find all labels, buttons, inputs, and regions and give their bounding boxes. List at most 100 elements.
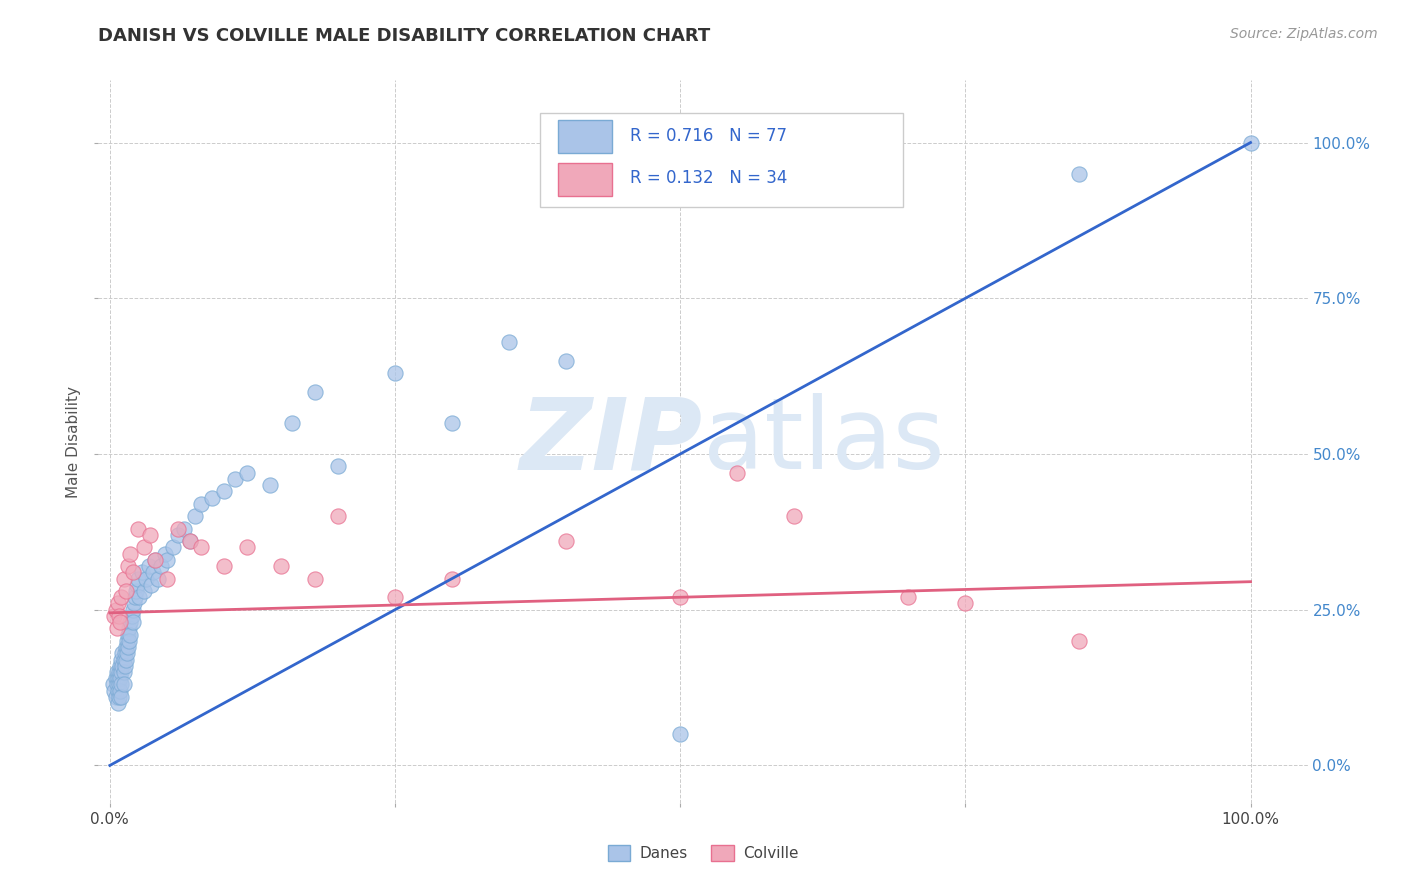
Point	[184, 509, 207, 524]
Point	[259, 478, 281, 492]
Point	[955, 597, 977, 611]
Point	[107, 683, 129, 698]
Point	[105, 677, 128, 691]
Point	[120, 627, 142, 641]
Y-axis label: Male Disability: Male Disability	[66, 385, 82, 498]
Point	[167, 528, 190, 542]
Point	[108, 615, 131, 630]
Point	[108, 665, 131, 679]
Point	[138, 559, 160, 574]
Point	[118, 621, 141, 635]
Point	[725, 466, 748, 480]
Point	[1239, 136, 1261, 150]
Point	[114, 646, 136, 660]
Point	[125, 584, 148, 599]
Point	[135, 572, 157, 586]
Point	[103, 683, 125, 698]
Point	[441, 416, 464, 430]
Point	[104, 671, 127, 685]
Point	[121, 566, 143, 580]
Point	[384, 591, 406, 605]
Text: R = 0.716   N = 77: R = 0.716 N = 77	[630, 127, 787, 145]
Point	[103, 609, 125, 624]
Point	[112, 677, 135, 691]
Point	[115, 646, 138, 660]
Point	[127, 522, 149, 536]
Point	[121, 609, 143, 624]
Point	[107, 696, 129, 710]
Point	[179, 534, 201, 549]
Point	[105, 665, 128, 679]
Point	[270, 559, 292, 574]
Point	[555, 353, 578, 368]
Point	[441, 572, 464, 586]
Point	[104, 690, 127, 704]
Point	[132, 584, 155, 599]
Point	[112, 652, 135, 666]
Point	[120, 615, 142, 630]
Point	[190, 497, 212, 511]
Point	[173, 522, 195, 536]
Point	[131, 566, 153, 580]
Point	[103, 677, 125, 691]
Point	[114, 658, 136, 673]
Point	[121, 615, 143, 630]
Point	[117, 627, 139, 641]
Point	[127, 578, 149, 592]
Point	[145, 553, 167, 567]
Legend: Danes, Colville: Danes, Colville	[602, 839, 804, 867]
Point	[156, 553, 179, 567]
FancyBboxPatch shape	[558, 120, 613, 153]
Point	[669, 591, 692, 605]
Point	[108, 658, 131, 673]
Text: DANISH VS COLVILLE MALE DISABILITY CORRELATION CHART: DANISH VS COLVILLE MALE DISABILITY CORRE…	[98, 27, 710, 45]
Point	[107, 597, 129, 611]
Point	[132, 541, 155, 555]
Point	[1069, 167, 1091, 181]
Point	[153, 547, 176, 561]
Point	[114, 652, 136, 666]
Point	[128, 591, 150, 605]
Point	[115, 633, 138, 648]
Text: ZIP: ZIP	[520, 393, 703, 490]
Text: atlas: atlas	[703, 393, 945, 490]
Point	[304, 572, 326, 586]
Point	[190, 541, 212, 555]
Point	[150, 559, 173, 574]
Point	[235, 541, 257, 555]
Point	[142, 566, 165, 580]
Point	[783, 509, 806, 524]
Point	[124, 591, 146, 605]
Point	[108, 690, 131, 704]
FancyBboxPatch shape	[558, 163, 613, 196]
Point	[117, 640, 139, 654]
Point	[139, 578, 162, 592]
Point	[156, 572, 179, 586]
Text: Source: ZipAtlas.com: Source: ZipAtlas.com	[1230, 27, 1378, 41]
Point	[107, 671, 129, 685]
Point	[127, 572, 149, 586]
Point	[108, 677, 131, 691]
Point	[108, 671, 131, 685]
Point	[121, 603, 143, 617]
Point	[108, 609, 131, 624]
Point	[179, 534, 201, 549]
Point	[112, 665, 135, 679]
Point	[122, 597, 145, 611]
Point	[201, 491, 224, 505]
Point	[224, 472, 246, 486]
Point	[110, 591, 132, 605]
Point	[114, 584, 136, 599]
Point	[326, 459, 349, 474]
Point	[105, 621, 128, 635]
Point	[384, 366, 406, 380]
Point	[212, 484, 235, 499]
Point	[110, 652, 132, 666]
Point	[111, 646, 134, 660]
Point	[235, 466, 257, 480]
Point	[1069, 633, 1091, 648]
Point	[167, 522, 190, 536]
Point	[162, 541, 184, 555]
Point	[212, 559, 235, 574]
Point	[326, 509, 349, 524]
